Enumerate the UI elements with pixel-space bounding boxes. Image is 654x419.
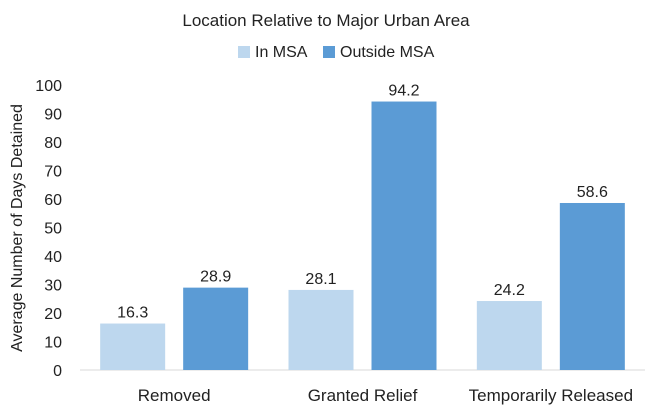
bars: [100, 101, 625, 370]
y-tick-label-30: 30: [44, 278, 62, 295]
value-labels: 16.3 28.9 28.1 94.2 24.2 58.6: [117, 83, 608, 322]
y-tick-label-50: 50: [44, 221, 62, 238]
x-tick-label-temporarily-released: Temporarily Released: [469, 386, 633, 405]
x-tick-label-granted-relief: Granted Relief: [308, 386, 418, 405]
bar-granted-relief-in-msa: [288, 289, 354, 370]
data-label-removed-outside-msa: 28.9: [200, 269, 231, 286]
data-label-granted-relief-in-msa: 28.1: [305, 271, 336, 288]
legend-swatch-in-msa: [238, 46, 250, 58]
y-tick-label-70: 70: [44, 164, 62, 181]
data-label-removed-in-msa: 16.3: [117, 305, 148, 322]
data-label-granted-relief-outside-msa: 94.2: [388, 83, 419, 100]
y-tick-label-0: 0: [53, 363, 62, 380]
y-tick-label-10: 10: [44, 335, 62, 352]
legend-swatch-outside-msa: [323, 46, 335, 58]
category-labels: Removed Granted Relief Temporarily Release…: [138, 386, 633, 405]
bar-temporarily-released-outside-msa: [559, 202, 625, 370]
y-tick-label-20: 20: [44, 306, 62, 323]
y-tick-label-100: 100: [35, 78, 62, 95]
y-tick-label-60: 60: [44, 192, 62, 209]
bar-removed-in-msa: [100, 323, 166, 370]
data-label-temporarily-released-outside-msa: 58.6: [577, 184, 608, 201]
y-tick-label-40: 40: [44, 249, 62, 266]
y-tick-label-80: 80: [44, 135, 62, 152]
chart-title: Location Relative to Major Urban Area: [182, 11, 470, 30]
legend: In MSA Outside MSA: [238, 44, 435, 61]
x-tick-label-removed: Removed: [138, 386, 211, 405]
y-tick-label-90: 90: [44, 107, 62, 124]
legend-label-outside-msa: Outside MSA: [340, 44, 435, 61]
bar-granted-relief-outside-msa: [371, 101, 437, 370]
data-label-temporarily-released-in-msa: 24.2: [494, 282, 525, 299]
bar-removed-outside-msa: [183, 287, 249, 370]
y-axis-title: Average Number of Days Detained: [9, 104, 26, 352]
y-axis-ticks: 0 10 20 30 40 50 60 70 80 90 100: [35, 78, 62, 380]
bar-temporarily-released-in-msa: [476, 301, 542, 370]
legend-label-in-msa: In MSA: [255, 44, 308, 61]
